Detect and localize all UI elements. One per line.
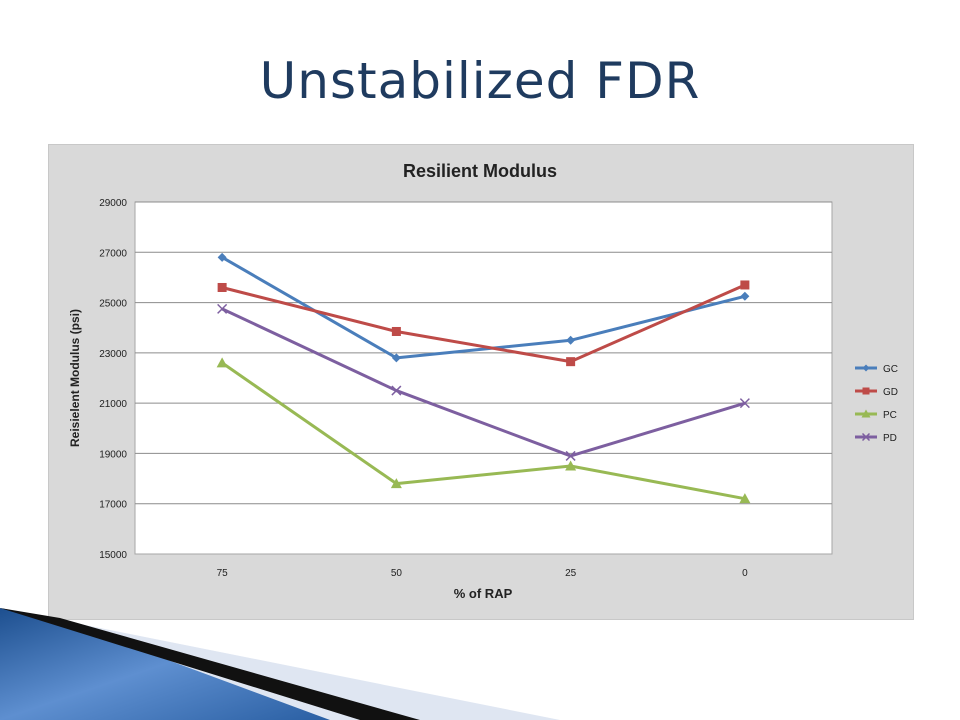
x-axis-label: % of RAP: [454, 586, 513, 601]
legend-item: PD: [855, 432, 897, 444]
decor-blue-wedge: [0, 608, 330, 720]
series-gc: [217, 252, 750, 363]
y-axis-ticks: 15000 17000 19000 21000 23000 25000 27000 29000: [99, 198, 127, 561]
data-point: [391, 326, 401, 336]
legend-label: PD: [883, 433, 897, 444]
x-tick-label: 50: [391, 568, 403, 579]
series-line: [221, 283, 746, 364]
data-point: [565, 450, 576, 461]
legend-label: GC: [883, 364, 898, 375]
data-point: [862, 387, 870, 395]
x-axis-ticks: 75 50 25 0: [217, 568, 749, 579]
series-pc: [216, 357, 751, 504]
legend-label: PC: [883, 410, 897, 421]
data-point: [566, 335, 576, 345]
y-tick-label: 29000: [99, 198, 127, 209]
y-tick-label: 27000: [99, 248, 127, 259]
data-point: [217, 282, 227, 292]
decor-black-stroke: [0, 608, 420, 720]
series-layer: [216, 252, 751, 504]
data-point: [740, 291, 750, 301]
data-point: [740, 280, 750, 290]
y-tick-label: 25000: [99, 299, 127, 310]
y-tick-label: 15000: [99, 550, 127, 561]
legend-item: GC: [855, 364, 898, 375]
x-tick-label: 25: [565, 568, 577, 579]
y-axis-label: Reisielent Modulus (psi): [68, 309, 82, 447]
slide-decoration: [0, 608, 560, 720]
series-pd: [217, 303, 750, 461]
decor-light-band: [0, 608, 560, 720]
legend-item: PC: [855, 409, 897, 421]
data-point: [216, 357, 228, 368]
line-chart: Resilient Modulus 15000 17000 19000 21000 23…: [68, 161, 898, 601]
legend-label: GD: [883, 387, 898, 398]
data-point: [861, 432, 871, 442]
data-point: [217, 252, 227, 262]
series-line: [221, 307, 746, 458]
data-point: [739, 493, 751, 504]
plot-area: [134, 201, 833, 555]
grid-lines: [135, 201, 832, 505]
data-point: [390, 478, 402, 489]
data-point: [217, 303, 228, 314]
series-line: [221, 361, 746, 501]
series-gd: [217, 280, 750, 367]
x-tick-label: 0: [742, 568, 748, 579]
x-tick-label: 75: [217, 568, 229, 579]
data-point: [566, 357, 576, 367]
y-tick-label: 23000: [99, 349, 127, 360]
y-tick-label: 21000: [99, 399, 127, 410]
legend: GC GD PC PD: [855, 364, 898, 444]
data-point: [861, 409, 871, 418]
chart-area: Resilient Modulus 15000 17000 19000 21000 23…: [48, 144, 914, 620]
data-point: [391, 353, 401, 363]
data-point: [391, 385, 402, 396]
data-point: [565, 460, 577, 471]
data-point: [739, 398, 750, 409]
chart-title: Resilient Modulus: [403, 161, 557, 181]
slide-title: Unstabilized FDR: [259, 52, 701, 110]
series-line: [221, 256, 746, 360]
legend-item: GD: [855, 387, 898, 398]
y-tick-label: 17000: [99, 500, 127, 511]
data-point: [862, 364, 870, 372]
y-tick-label: 19000: [99, 449, 127, 460]
